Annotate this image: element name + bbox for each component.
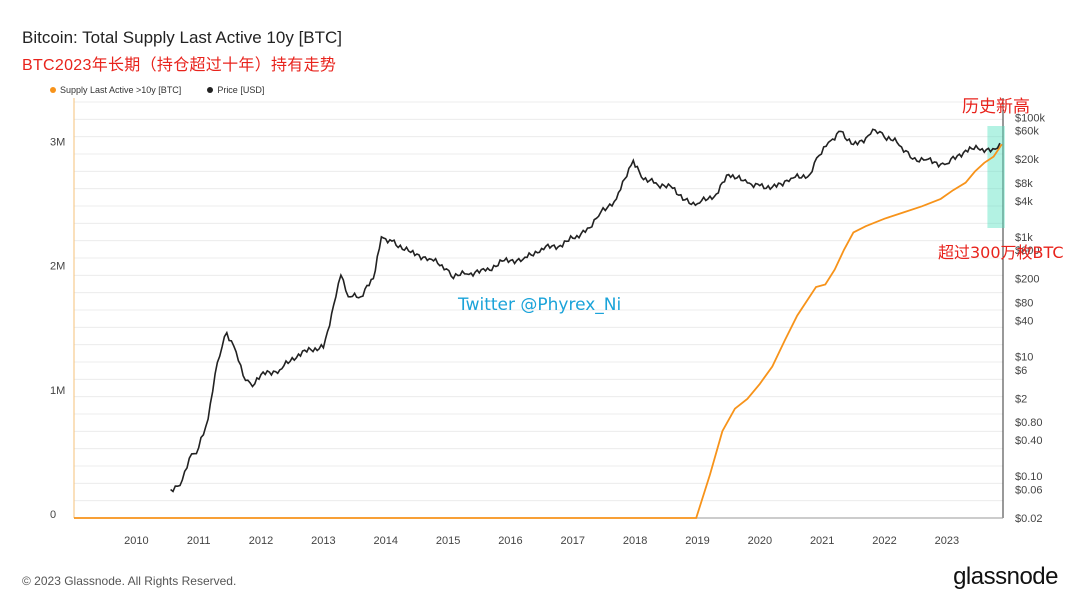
watermark-text: Twitter @Phyrex_Ni bbox=[457, 295, 621, 315]
right-tick-label: $600 bbox=[1015, 245, 1039, 257]
right-tick-label: $6 bbox=[1015, 365, 1027, 377]
x-tick-label: 2023 bbox=[935, 535, 959, 547]
ath-highlight-box bbox=[987, 126, 1005, 228]
x-tick-label: 2016 bbox=[498, 535, 522, 547]
x-tick-label: 2011 bbox=[187, 535, 211, 547]
right-tick-label: $20k bbox=[1015, 154, 1039, 166]
legend-label-price: Price [USD] bbox=[217, 85, 265, 95]
x-tick-label: 2019 bbox=[685, 535, 709, 547]
legend-item-price[interactable]: Price [USD] bbox=[207, 85, 264, 95]
right-tick-label: $0.80 bbox=[1015, 417, 1043, 429]
annotation-ath: 历史新高 bbox=[962, 97, 1030, 117]
x-tick-label: 2018 bbox=[623, 535, 647, 547]
orange-dot-icon bbox=[50, 87, 56, 93]
left-tick-label: 1M bbox=[50, 385, 65, 397]
left-tick-label: 2M bbox=[50, 261, 65, 273]
right-tick-label: $60k bbox=[1015, 126, 1039, 138]
annotation-over-3m: 超过300万枚BTC bbox=[938, 243, 1064, 262]
chart-title: Bitcoin: Total Supply Last Active 10y [B… bbox=[22, 28, 343, 47]
x-tick-label: 2014 bbox=[374, 535, 398, 547]
right-tick-label: $0.10 bbox=[1015, 471, 1043, 483]
black-dot-icon bbox=[207, 87, 214, 93]
x-tick-label: 2022 bbox=[872, 535, 896, 547]
right-tick-label: $0.02 bbox=[1015, 513, 1043, 525]
x-tick-label: 2012 bbox=[249, 535, 273, 547]
right-tick-label: $10 bbox=[1015, 352, 1033, 364]
legend-label-supply: Supply Last Active >10y [BTC] bbox=[60, 85, 182, 95]
right-tick-label: $200 bbox=[1015, 274, 1039, 286]
right-tick-label: $2 bbox=[1015, 393, 1027, 405]
legend-item-supply[interactable]: Supply Last Active >10y [BTC] bbox=[50, 85, 181, 95]
x-tick-label: 2020 bbox=[748, 535, 772, 547]
right-tick-label: $0.06 bbox=[1015, 484, 1043, 496]
x-tick-label: 2013 bbox=[311, 535, 335, 547]
left-tick-label: 3M bbox=[50, 136, 65, 148]
right-tick-label: $80 bbox=[1015, 298, 1033, 310]
copyright-text: © 2023 Glassnode. All Rights Reserved. bbox=[22, 574, 237, 588]
x-tick-label: 2010 bbox=[124, 535, 148, 547]
right-tick-label: $1k bbox=[1015, 232, 1033, 244]
right-tick-label: $40 bbox=[1015, 316, 1033, 328]
right-tick-label: $4k bbox=[1015, 196, 1033, 208]
price-line bbox=[170, 128, 1001, 493]
right-tick-label: $8k bbox=[1015, 178, 1033, 190]
right-axis-ticks: $0.02 $0.06$0.10 $0.40 $0.80 $2 $6$10 $40 $80 $2… bbox=[1015, 112, 1045, 525]
x-tick-label: 2021 bbox=[810, 535, 834, 547]
chart-subtitle: BTC2023年长期（持仓超过十年）持有走势 bbox=[22, 57, 337, 74]
right-tick-label: $0.40 bbox=[1015, 435, 1043, 447]
legend: Supply Last Active >10y [BTC] Price [USD… bbox=[50, 85, 264, 95]
glassnode-logo[interactable]: glassnode bbox=[953, 563, 1058, 590]
right-tick-label: $100k bbox=[1015, 112, 1045, 124]
left-axis-ticks: 0 1M 2M 3M bbox=[50, 136, 65, 521]
x-tick-label: 2017 bbox=[561, 535, 585, 547]
x-tick-label: 2015 bbox=[436, 535, 460, 547]
x-axis-ticks: 2010 2011 2012 2013 2014 2015 2016 2017 2018 2019… bbox=[124, 535, 959, 547]
left-tick-label: 0 bbox=[50, 509, 56, 521]
supply-line bbox=[74, 143, 1003, 519]
